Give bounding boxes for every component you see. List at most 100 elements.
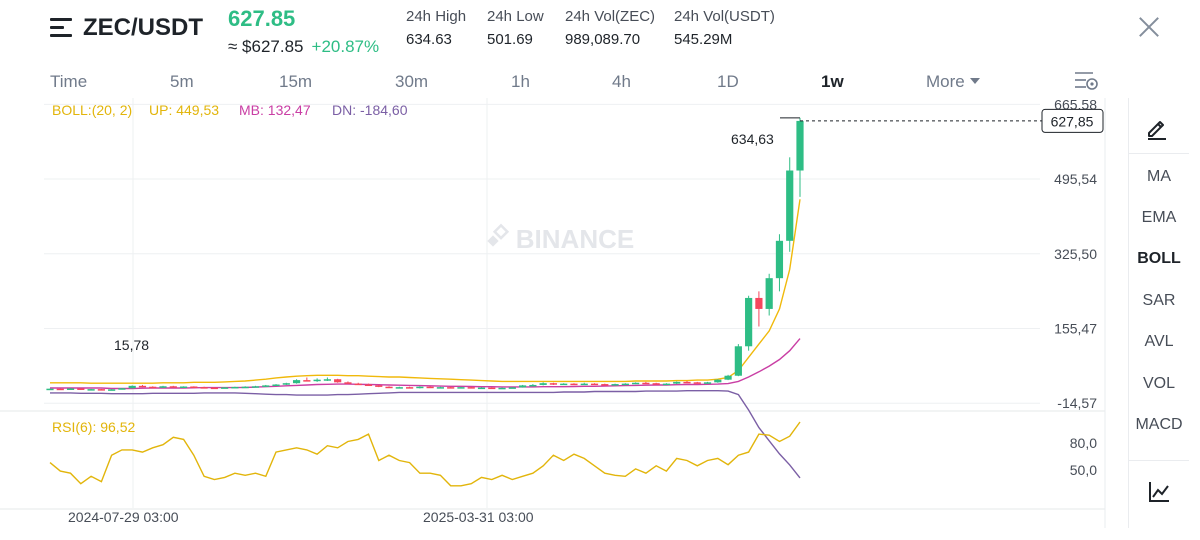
tab-1w[interactable]: 1w <box>821 72 844 91</box>
candle <box>488 387 496 390</box>
trading-pair[interactable]: ZEC/USDT <box>83 14 203 41</box>
candle <box>251 386 260 388</box>
tab-more[interactable]: More <box>926 72 980 92</box>
candle <box>364 384 373 387</box>
candle <box>652 383 660 385</box>
more-label: More <box>926 72 965 91</box>
tab-1d[interactable]: 1D <box>717 72 739 91</box>
candle <box>323 379 331 381</box>
sidebar-item-vol[interactable]: VOL <box>1142 375 1175 392</box>
boll-up-value: UP: 449,53 <box>149 102 219 118</box>
indicator-sidebar: MA EMA BOLL SAR AVL VOL MACD <box>1128 98 1189 528</box>
stat-label: 24h Vol(ZEC) <box>565 8 656 25</box>
boll-mb-value: MB: 132,47 <box>239 102 311 118</box>
candle <box>662 383 671 386</box>
sidebar-divider <box>1129 460 1189 461</box>
menu-icon[interactable] <box>50 18 72 38</box>
tab-time[interactable]: Time <box>50 72 88 91</box>
tab-30m[interactable]: 30m <box>395 72 429 91</box>
candle <box>642 382 650 385</box>
candle <box>292 380 301 384</box>
x-tick-label: 2025-03-31 03:00 <box>423 509 534 525</box>
tab-4h[interactable]: 4h <box>612 72 631 91</box>
candle <box>405 387 414 389</box>
boll-up-line <box>50 199 801 384</box>
chart-settings-icon[interactable] <box>1074 70 1100 92</box>
candle <box>549 383 558 385</box>
stat-label: 24h High <box>406 8 467 25</box>
price-subline: ≈ $627.85 +20.87% <box>228 37 379 57</box>
sidebar-item-avl[interactable]: AVL <box>1144 333 1174 350</box>
candle <box>580 383 588 386</box>
candle <box>693 382 701 384</box>
chart-area[interactable]: BINANCE 665,58 495,54 325,50 155,47 -14,57 B… <box>0 96 1110 528</box>
candle <box>241 386 249 389</box>
candle <box>138 385 147 388</box>
rsi-line <box>49 421 801 487</box>
candle <box>673 381 681 384</box>
stat-label: 24h Vol(USDT) <box>674 8 775 25</box>
current-price-marker: 627,85 <box>1041 108 1104 133</box>
candle <box>313 379 321 382</box>
candle <box>97 389 105 391</box>
candle <box>149 386 157 389</box>
sidebar-item-macd[interactable]: MACD <box>1135 416 1183 433</box>
boll-label: BOLL:(20, 2) <box>52 102 132 118</box>
candle <box>796 120 804 171</box>
tab-15m[interactable]: 15m <box>279 72 313 91</box>
price-tick-label: 665,58 <box>1054 98 1097 112</box>
candle <box>354 383 362 386</box>
sidebar-item-sar[interactable]: SAR <box>1142 292 1176 309</box>
candle <box>611 384 619 386</box>
candle <box>775 240 784 279</box>
candle <box>755 297 763 309</box>
caret-down-icon <box>969 78 980 84</box>
candle <box>529 384 537 387</box>
x-tick-label: 2024-07-29 03:00 <box>68 509 179 525</box>
candle <box>477 387 486 390</box>
candle <box>498 387 506 390</box>
current-price-label: 627,85 <box>1051 113 1094 129</box>
boll-dn-line <box>50 390 801 479</box>
price-tick-label: 325,50 <box>1054 246 1097 262</box>
current-price-box <box>1041 108 1104 133</box>
candle <box>77 388 85 390</box>
stat-24h-vol-usdt: 24h Vol(USDT) 545.29M <box>674 8 775 48</box>
candle <box>714 379 722 383</box>
candle <box>447 387 455 389</box>
stat-label: 24h Low <box>487 8 544 25</box>
candle <box>426 386 434 389</box>
tab-5m[interactable]: 5m <box>170 72 194 91</box>
candle <box>683 381 691 384</box>
sidebar-divider <box>1129 153 1189 154</box>
candle <box>621 383 629 386</box>
candle <box>128 385 136 389</box>
sidebar-item-ema[interactable]: EMA <box>1141 209 1177 226</box>
candle <box>272 384 280 387</box>
candle <box>262 385 270 387</box>
tab-1h[interactable]: 1h <box>511 72 530 91</box>
chart-type-icon[interactable] <box>1147 480 1171 504</box>
candle <box>375 385 383 387</box>
candle <box>56 388 64 391</box>
candle <box>765 278 773 309</box>
price-tick-label: 155,47 <box>1054 320 1097 336</box>
pencil-icon[interactable] <box>1145 116 1169 140</box>
change-percent: +20.87% <box>311 37 380 56</box>
low-price-label: 15,78 <box>114 337 149 353</box>
candle <box>46 388 54 391</box>
candle <box>221 387 229 389</box>
candle <box>118 388 126 390</box>
high-price-label: 634,63 <box>731 131 774 147</box>
close-icon[interactable] <box>1138 16 1160 38</box>
price-chart[interactable]: BINANCE 665,58 495,54 325,50 155,47 -14,57 B… <box>0 96 1110 528</box>
sidebar-item-boll[interactable]: BOLL <box>1137 250 1181 267</box>
boll-mb-line <box>50 338 801 390</box>
stat-value: 501.69 <box>487 31 533 48</box>
candle <box>570 383 578 386</box>
stat-value: 634.63 <box>406 31 452 48</box>
sidebar-item-ma[interactable]: MA <box>1147 168 1171 185</box>
candle <box>519 385 527 388</box>
candle <box>601 384 609 386</box>
candle <box>200 387 208 389</box>
